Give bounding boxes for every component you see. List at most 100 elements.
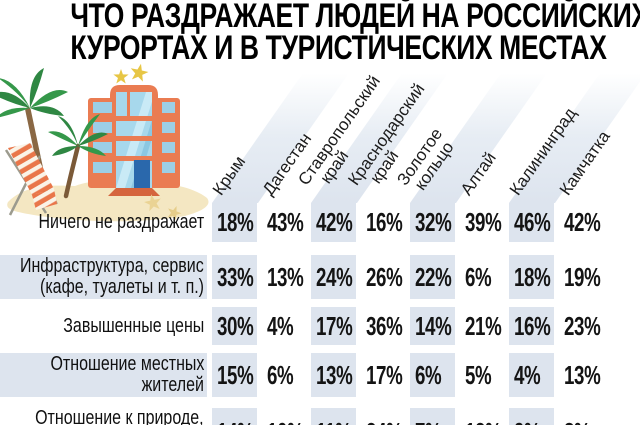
value-cell: 46% (509, 203, 559, 242)
value-cell: 13% (262, 255, 312, 299)
value-text: 12% (465, 417, 502, 425)
value-text: 6% (415, 359, 442, 390)
value-text: 4% (514, 359, 541, 390)
value-cell: 24% (361, 408, 411, 425)
value-cell: 36% (361, 307, 411, 345)
star-icon (113, 69, 129, 84)
value-cell: 26% (361, 255, 411, 299)
hotel-icon (88, 85, 180, 196)
value-cell: 4% (509, 353, 559, 397)
value-cell: 21% (460, 307, 510, 345)
value-cell: 32% (410, 203, 460, 242)
value-text: 6% (266, 359, 294, 390)
value-cell: 11% (311, 408, 361, 425)
beach-resort-illustration (0, 62, 209, 222)
row-label-line: Ничего не раздражает (38, 211, 204, 233)
value-text: 14% (415, 310, 452, 341)
row-label: Отношение к природе, (0, 408, 212, 425)
value-cell: 16% (509, 307, 559, 345)
value-text: 9% (514, 417, 541, 425)
table-row: Завышенные цены 30% 4% 17% 36% 14% 21% 16% 23% (0, 307, 640, 345)
table-row: Отношение к природе, 14% 10% 11% 24% 7% 12% 9% 8… (0, 408, 640, 425)
row-label-line: жителей (141, 374, 204, 396)
value-text: 18% (217, 207, 254, 237)
row-label: Отношение местных жителей (0, 353, 212, 397)
value-cell: 13% (311, 353, 361, 397)
value-cell: 24% (311, 255, 361, 299)
value-cell: 42% (311, 203, 361, 242)
value-cell: 6% (460, 255, 510, 299)
value-cell: 14% (410, 307, 460, 345)
value-text: 33% (217, 261, 254, 292)
value-text: 13% (563, 359, 601, 390)
table-row: Ничего не раздражает 18% 43% 42% 16% 32% 39% 46… (0, 203, 640, 242)
value-text: 17% (365, 359, 403, 390)
value-text: 22% (415, 261, 452, 292)
value-cell: 6% (262, 353, 312, 397)
value-cell: 18% (212, 203, 262, 242)
row-label: Ничего не раздражает (0, 203, 212, 242)
value-text: 16% (514, 310, 551, 341)
row-label-line: Инфраструктура, сервис (20, 255, 204, 277)
value-cell: 5% (460, 353, 510, 397)
irritation-table: Ничего не раздражает 18% 43% 42% 16% 32% 39% 46… (0, 203, 640, 425)
value-cell: 7% (410, 408, 460, 425)
value-text: 7% (415, 417, 442, 425)
row-label: Завышенные цены (0, 307, 212, 345)
value-text: 13% (316, 359, 353, 390)
value-cell: 6% (410, 353, 460, 397)
deck-chair-icon (4, 143, 58, 216)
value-cell: 17% (311, 307, 361, 345)
value-cell: 4% (262, 307, 312, 345)
row-label-line: Отношение к природе, (35, 407, 204, 425)
value-text: 5% (464, 359, 492, 390)
value-text: 10% (267, 417, 304, 425)
value-cell: 43% (262, 203, 312, 242)
value-cell: 10% (262, 408, 312, 425)
value-text: 18% (514, 261, 551, 292)
value-text: 30% (217, 310, 254, 341)
value-cell: 22% (410, 255, 460, 299)
title-line-2: КУРОРТАХ И В ТУРИСТИЧЕСКИХ МЕСТАХ (70, 29, 607, 67)
value-cell: 18% (509, 255, 559, 299)
value-text: 11% (316, 417, 352, 425)
value-cell: 9% (509, 408, 559, 425)
value-text: 8% (564, 417, 591, 425)
value-text: 15% (217, 359, 254, 390)
value-text: 46% (514, 207, 551, 237)
value-text: 4% (266, 310, 294, 341)
value-cell: 14% (212, 408, 262, 425)
value-text: 23% (563, 310, 601, 341)
value-text: 42% (563, 207, 601, 237)
value-cell: 13% (559, 353, 609, 397)
value-text: 26% (365, 261, 403, 292)
value-text: 42% (316, 207, 353, 237)
row-label-line: (кафе, туалеты и т. п.) (40, 276, 204, 298)
value-cell: 23% (559, 307, 609, 345)
value-cell: 15% (212, 353, 262, 397)
value-cell: 39% (460, 203, 510, 242)
value-text: 6% (464, 261, 492, 292)
title-line-1: ЧТО РАЗДРАЖАЕТ ЛЮДЕЙ НА РОССИЙСКИХ (70, 0, 640, 35)
table-row: Инфраструктура, сервис (кафе, туалеты и т… (0, 255, 640, 299)
value-cell: 42% (559, 203, 609, 242)
value-cell: 12% (460, 408, 510, 425)
value-text: 24% (316, 261, 353, 292)
value-text: 32% (415, 207, 452, 237)
value-text: 13% (266, 261, 304, 292)
page-title: ЧТО РАЗДРАЖАЕТ ЛЮДЕЙ НА РОССИЙСКИХ КУРОР… (0, 0, 640, 67)
table-row: Отношение местных жителей 15% 6% 13% 17% 6% 5% 4… (0, 353, 640, 397)
value-text: 21% (464, 310, 502, 341)
row-label: Инфраструктура, сервис (кафе, туалеты и т… (0, 255, 212, 299)
value-text: 43% (266, 207, 304, 237)
palm-tree-icon (48, 114, 108, 199)
value-cell: 33% (212, 255, 262, 299)
row-label-line: Отношение местных (50, 353, 204, 375)
value-cell: 17% (361, 353, 411, 397)
value-cell: 30% (212, 307, 262, 345)
value-cell: 19% (559, 255, 609, 299)
value-cell: 16% (361, 203, 411, 242)
sand (7, 181, 209, 222)
value-text: 19% (563, 261, 601, 292)
